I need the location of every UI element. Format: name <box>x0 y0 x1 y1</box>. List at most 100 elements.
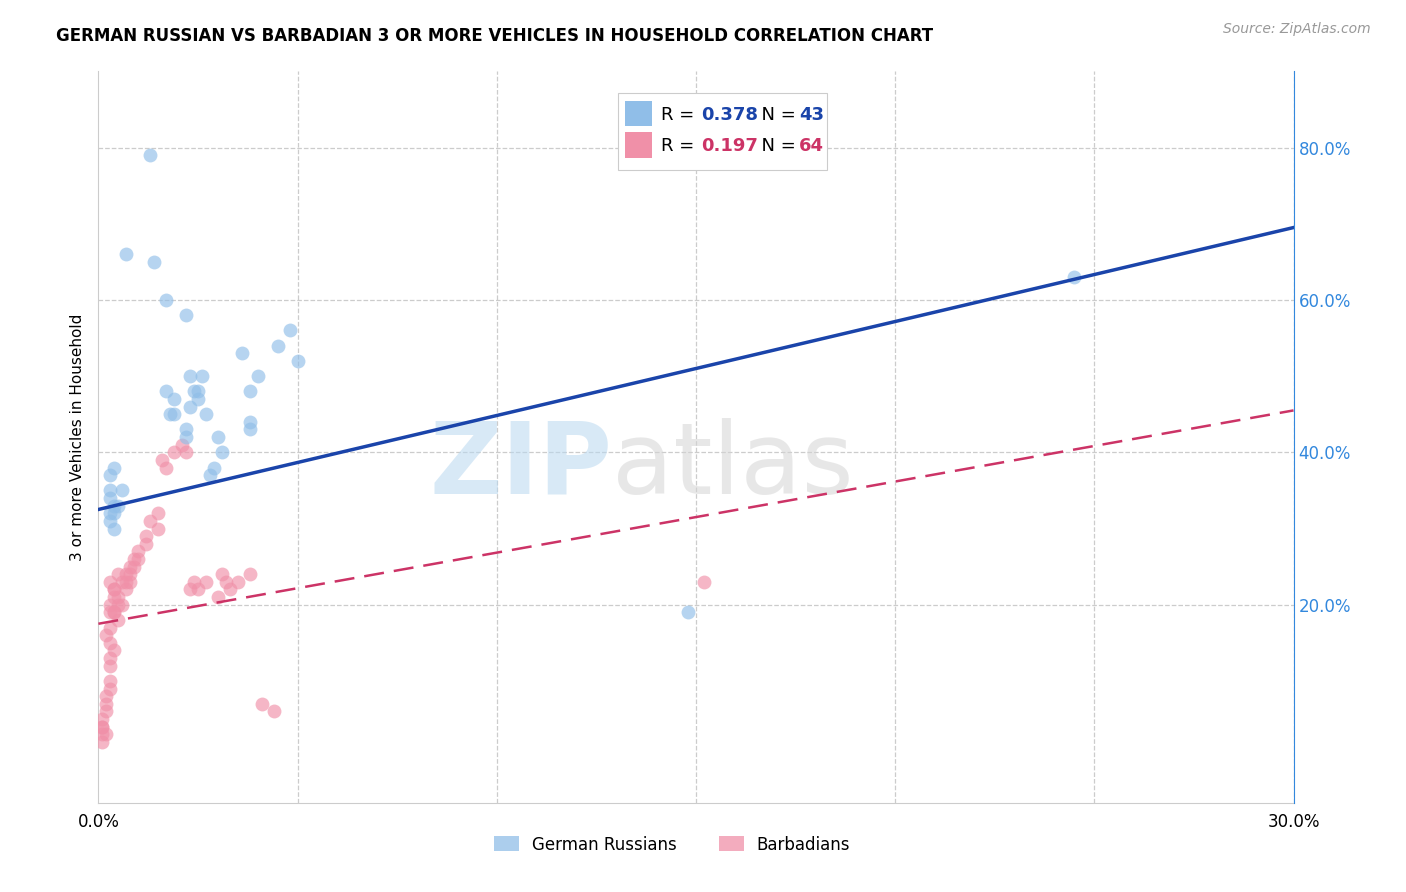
Point <box>91 720 114 734</box>
Point <box>98 651 122 665</box>
Point <box>163 392 186 406</box>
Point <box>211 567 233 582</box>
Point <box>115 582 138 597</box>
Point <box>215 574 238 589</box>
Point <box>1063 270 1085 285</box>
Point <box>103 499 125 513</box>
Point <box>202 460 225 475</box>
Point <box>103 590 125 604</box>
Point <box>103 605 125 619</box>
Point <box>91 712 114 726</box>
Point <box>198 468 221 483</box>
Point <box>98 605 122 619</box>
Point <box>155 460 177 475</box>
Text: 0.378: 0.378 <box>700 106 758 124</box>
Point <box>155 293 177 307</box>
Point <box>207 430 229 444</box>
Point <box>103 582 125 597</box>
Point <box>124 552 146 566</box>
Text: GERMAN RUSSIAN VS BARBADIAN 3 OR MORE VEHICLES IN HOUSEHOLD CORRELATION CHART: GERMAN RUSSIAN VS BARBADIAN 3 OR MORE VE… <box>56 27 934 45</box>
Point <box>115 567 138 582</box>
Text: R =: R = <box>661 137 700 155</box>
Point <box>139 148 162 162</box>
Point <box>155 384 177 399</box>
Point <box>98 514 122 528</box>
Point <box>103 643 125 657</box>
Point <box>98 574 122 589</box>
Point <box>103 605 125 619</box>
Point <box>150 453 173 467</box>
Point <box>676 605 699 619</box>
Point <box>120 574 142 589</box>
Point <box>179 400 201 414</box>
Point <box>239 384 262 399</box>
Text: 43: 43 <box>799 106 824 124</box>
Point <box>163 407 186 421</box>
Text: R =: R = <box>661 106 700 124</box>
Point <box>239 422 262 436</box>
Point <box>98 491 122 505</box>
Point <box>98 598 122 612</box>
Point <box>195 574 218 589</box>
Point <box>98 673 122 688</box>
Point <box>98 658 122 673</box>
Text: atlas: atlas <box>613 417 853 515</box>
Point <box>207 590 229 604</box>
Point <box>103 521 125 535</box>
Point <box>98 506 122 520</box>
Legend: German Russians, Barbadians: German Russians, Barbadians <box>486 829 858 860</box>
Point <box>179 582 201 597</box>
Y-axis label: 3 or more Vehicles in Household: 3 or more Vehicles in Household <box>69 313 84 561</box>
Text: 0.197: 0.197 <box>700 137 758 155</box>
Point <box>107 567 129 582</box>
Point <box>278 323 301 337</box>
Text: Source: ZipAtlas.com: Source: ZipAtlas.com <box>1223 22 1371 37</box>
Point <box>103 582 125 597</box>
Point <box>91 735 114 749</box>
Point <box>159 407 181 421</box>
FancyBboxPatch shape <box>619 94 827 170</box>
Point <box>98 681 122 696</box>
Point <box>195 407 218 421</box>
Point <box>174 445 197 459</box>
Point <box>120 559 142 574</box>
Point <box>124 559 146 574</box>
Point <box>107 499 129 513</box>
Point <box>135 529 157 543</box>
Point <box>267 338 290 352</box>
Point <box>91 720 114 734</box>
Point <box>103 506 125 520</box>
Point <box>183 574 205 589</box>
Point <box>239 415 262 429</box>
Point <box>96 705 118 719</box>
Point <box>226 574 249 589</box>
FancyBboxPatch shape <box>626 101 652 126</box>
Point <box>191 369 214 384</box>
Text: 64: 64 <box>799 137 824 155</box>
Point <box>98 483 122 498</box>
Point <box>239 567 262 582</box>
Point <box>187 384 209 399</box>
Point <box>115 574 138 589</box>
Point <box>103 460 125 475</box>
Point <box>98 636 122 650</box>
Point <box>693 574 716 589</box>
Point <box>115 247 138 261</box>
Point <box>246 369 269 384</box>
Point <box>187 582 209 597</box>
Point <box>111 574 134 589</box>
Text: ZIP: ZIP <box>429 417 613 515</box>
Point <box>211 445 233 459</box>
Text: N =: N = <box>749 106 801 124</box>
Point <box>96 689 118 703</box>
Point <box>127 544 149 558</box>
Point <box>135 537 157 551</box>
Point <box>107 590 129 604</box>
Point <box>111 483 134 498</box>
Point <box>148 521 170 535</box>
Point <box>231 346 253 360</box>
Point <box>96 628 118 642</box>
Point <box>120 567 142 582</box>
Point <box>263 705 285 719</box>
Point <box>148 506 170 520</box>
